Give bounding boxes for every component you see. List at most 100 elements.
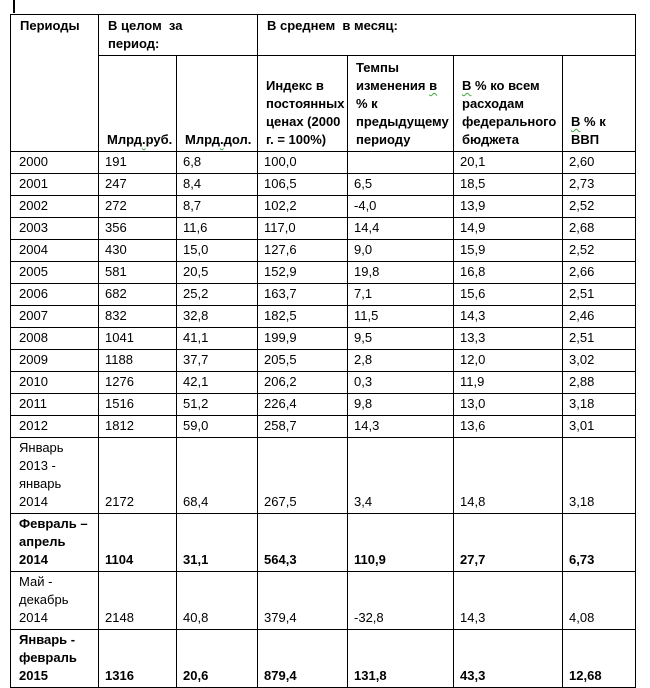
period-cell: 2003 [10, 217, 99, 240]
value-cell: 1316 [98, 629, 177, 688]
statistics-table: Периоды В целом за период: В среднем в м… [10, 14, 637, 688]
value-cell: 205,5 [257, 349, 349, 372]
period-cell: 2010 [10, 371, 99, 394]
text-cursor-mark [13, 0, 15, 13]
value-cell: 7,1 [347, 283, 455, 306]
period-cell: 2002 [10, 195, 99, 218]
value-cell: 51,2 [175, 393, 259, 416]
value-cell: 163,7 [257, 283, 349, 306]
value-cell: 9,8 [347, 393, 455, 416]
period-cell: 2004 [10, 239, 99, 262]
value-cell: 43,3 [453, 629, 564, 688]
value-cell: 14,3 [347, 415, 455, 438]
col-mlrd-rub: Млрд.руб. [98, 55, 177, 152]
value-cell: 1812 [98, 415, 177, 438]
value-cell: 3,01 [562, 415, 637, 438]
period-cell: 2007 [10, 305, 99, 328]
value-cell: 14,3 [453, 571, 564, 630]
period-cell: Февраль – апрель 2014 [10, 513, 99, 572]
value-cell: 37,7 [175, 349, 259, 372]
value-cell: 11,6 [175, 217, 259, 240]
col-mlrd-dol: Млрд.дол. [175, 55, 259, 152]
value-cell: 272 [98, 195, 177, 218]
value-cell: 2148 [98, 571, 177, 630]
value-cell: 2,66 [562, 261, 637, 284]
col-constant-price-index: Индекс в постоянных ценах (2000 г. = 100… [257, 55, 349, 152]
value-cell: 2,8 [347, 349, 455, 372]
value-cell: 40,8 [175, 571, 259, 630]
col-federal-budget-share: В % ко всем расходам федерального бюджет… [453, 55, 564, 152]
value-cell: 356 [98, 217, 177, 240]
value-cell: 2,68 [562, 217, 637, 240]
value-cell: 19,8 [347, 261, 455, 284]
value-cell: 18,5 [453, 173, 564, 196]
value-cell: 1104 [98, 513, 177, 572]
value-cell: 8,4 [175, 173, 259, 196]
value-cell: 102,2 [257, 195, 349, 218]
value-cell: 127,6 [257, 239, 349, 262]
value-cell: 117,0 [257, 217, 349, 240]
value-cell: 59,0 [175, 415, 259, 438]
value-cell: 2,73 [562, 173, 637, 196]
table-row: 2001 247 8,4 106,5 6,5 18,5 2,73 [10, 173, 637, 196]
col-change-rate: Темпы изменения в % к предыдущему период… [347, 55, 455, 152]
period-cell: Май - декабрь 2014 [10, 571, 99, 630]
header-group-row: Периоды В целом за период: В среднем в м… [10, 14, 637, 152]
value-cell: 13,9 [453, 195, 564, 218]
value-cell: 879,4 [257, 629, 349, 688]
value-cell: 1276 [98, 371, 177, 394]
value-cell: 3,02 [562, 349, 637, 372]
value-cell: 267,5 [257, 437, 349, 514]
table-row: 2012 1812 59,0 258,7 14,3 13,6 3,01 [10, 415, 637, 438]
value-cell: 13,3 [453, 327, 564, 350]
value-cell: 581 [98, 261, 177, 284]
period-cell: 2009 [10, 349, 99, 372]
value-cell: 32,8 [175, 305, 259, 328]
value-cell: 12,68 [562, 629, 637, 688]
value-cell: 6,8 [175, 151, 259, 174]
value-cell: 42,1 [175, 371, 259, 394]
table-row: Январь - февраль 2015 1316 20,6 879,4 131,8 4… [10, 629, 637, 688]
value-cell: 131,8 [347, 629, 455, 688]
value-cell: 68,4 [175, 437, 259, 514]
value-cell: 2,52 [562, 239, 637, 262]
value-cell: 1516 [98, 393, 177, 416]
period-cell: 2006 [10, 283, 99, 306]
value-cell: 110,9 [347, 513, 455, 572]
value-cell: 182,5 [257, 305, 349, 328]
value-cell: 2,52 [562, 195, 637, 218]
column-group-total-for-period: В целом за период: [97, 14, 259, 56]
value-cell: 258,7 [257, 415, 349, 438]
value-cell [347, 151, 455, 174]
period-cell: 2011 [10, 393, 99, 416]
value-cell: 682 [98, 283, 177, 306]
period-cell: 2008 [10, 327, 99, 350]
value-cell: 14,3 [453, 305, 564, 328]
value-cell: 8,7 [175, 195, 259, 218]
value-cell: 106,5 [257, 173, 349, 196]
table-row: 2000 191 6,8 100,0 20,1 2,60 [10, 151, 637, 174]
value-cell: 4,08 [562, 571, 637, 630]
table-row: 2009 1188 37,7 205,5 2,8 12,0 3,02 [10, 349, 637, 372]
value-cell: 2,88 [562, 371, 637, 394]
value-cell: 3,4 [347, 437, 455, 514]
header-sub-row: Млрд.руб. Млрд.дол. Индекс в постоянных це… [11, 55, 637, 152]
column-group-monthly-average: В среднем в месяц: [257, 14, 637, 56]
table-row: Февраль – апрель 2014 1104 31,1 564,3 110,9 2… [10, 513, 637, 572]
table-row: 2011 1516 51,2 226,4 9,8 13,0 3,18 [10, 393, 637, 416]
table-row: 2005 581 20,5 152,9 19,8 16,8 2,66 [10, 261, 637, 284]
value-cell: 12,0 [453, 349, 564, 372]
value-cell: 20,6 [175, 629, 259, 688]
table-row: Январь 2013 - январь 2014 2172 68,4 267,5 3,… [10, 437, 637, 514]
value-cell: 15,6 [453, 283, 564, 306]
table-row: 2002 272 8,7 102,2 -4,0 13,9 2,52 [10, 195, 637, 218]
value-cell: 0,3 [347, 371, 455, 394]
value-cell: 11,5 [347, 305, 455, 328]
value-cell: 226,4 [257, 393, 349, 416]
value-cell: 100,0 [257, 151, 349, 174]
value-cell: 430 [98, 239, 177, 262]
value-cell: 379,4 [257, 571, 349, 630]
column-header-periods: Периоды [10, 14, 99, 152]
value-cell: 2,51 [562, 327, 637, 350]
